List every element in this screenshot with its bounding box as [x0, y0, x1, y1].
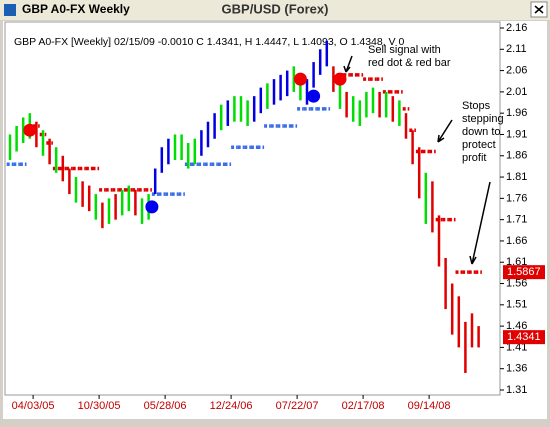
signal-dot	[23, 123, 37, 137]
y-tick-label: 2.16	[506, 22, 527, 34]
app-icon	[4, 4, 16, 16]
x-tick-label: 07/22/07	[276, 400, 319, 412]
y-tick-label: 1.56	[506, 277, 527, 289]
x-tick-label: 12/24/06	[210, 400, 253, 412]
y-tick-label: 1.46	[506, 320, 527, 332]
close-button[interactable]	[530, 1, 548, 18]
y-tick-label: 1.61	[506, 256, 527, 268]
price-label-box	[503, 265, 545, 280]
annotation: profit	[462, 152, 486, 164]
signal-dot	[307, 89, 321, 103]
plot-frame	[4, 21, 501, 396]
y-tick-label: 1.81	[506, 171, 527, 183]
arrow	[437, 119, 453, 143]
info-line: GBP A0-FX [Weekly] 02/15/09 -0.0010 C 1.…	[14, 36, 404, 48]
y-tick-label: 2.01	[506, 86, 527, 98]
y-tick-label: 1.41	[506, 341, 527, 353]
signal-dot	[333, 72, 347, 86]
annotation: Stops	[462, 100, 491, 112]
price-label-box	[503, 330, 545, 345]
y-tick-label: 1.96	[506, 107, 527, 119]
annotation: protect	[462, 139, 496, 151]
y-tick-label: 1.91	[506, 128, 527, 140]
x-tick-label: 05/28/06	[144, 400, 187, 412]
annotation: Sell signal with	[368, 44, 441, 56]
close-icon	[534, 5, 544, 14]
y-tick-label: 1.76	[506, 192, 527, 204]
arrow	[469, 181, 491, 265]
y-tick-label: 1.66	[506, 235, 527, 247]
x-tick-label: 10/30/05	[78, 400, 121, 412]
y-tick-label: 2.11	[506, 43, 527, 55]
x-tick-label: 04/03/05	[12, 400, 55, 412]
window-title: GBP A0-FX Weekly	[22, 2, 130, 16]
y-tick-label: 1.36	[506, 363, 527, 375]
annotation: red dot & red bar	[368, 57, 451, 69]
y-tick-label: 1.31	[506, 384, 527, 396]
x-tick-label: 02/17/08	[342, 400, 385, 412]
price-label: 1.4341	[507, 331, 541, 343]
chart-title: GBP/USD (Forex)	[222, 1, 329, 16]
y-tick-label: 1.71	[506, 214, 527, 226]
title-bar	[0, 0, 550, 20]
y-tick-label: 1.86	[506, 150, 527, 162]
signal-dot	[293, 72, 307, 86]
annotation: stepping	[462, 113, 504, 125]
arrow	[343, 55, 353, 73]
signal-dot	[145, 200, 159, 214]
price-label: 1.5867	[507, 266, 541, 278]
y-tick-label: 1.51	[506, 299, 527, 311]
annotation: down to	[462, 126, 501, 138]
y-tick-label: 2.06	[506, 64, 527, 76]
x-tick-label: 09/14/08	[408, 400, 451, 412]
